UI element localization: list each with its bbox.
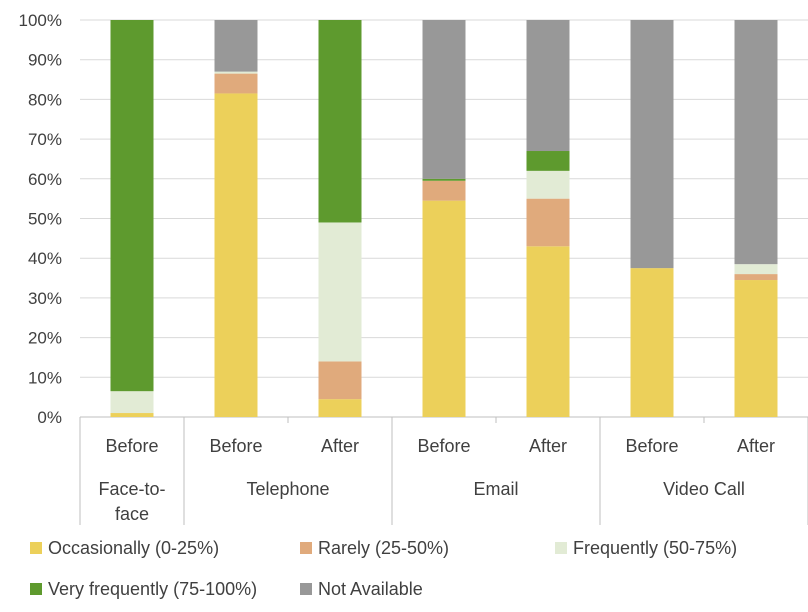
y-tick-label: 30% <box>28 289 62 308</box>
bar-segment <box>734 20 778 265</box>
bar-segment <box>734 280 778 417</box>
bar-segment <box>630 20 674 269</box>
y-tick-label: 40% <box>28 249 62 268</box>
y-tick-label: 100% <box>19 11 62 30</box>
legend-swatch <box>300 583 312 595</box>
bar-segment <box>526 151 570 171</box>
bar-segment <box>734 274 778 281</box>
x-group-label: Email <box>473 479 518 499</box>
y-tick-label: 70% <box>28 130 62 149</box>
legend-swatch <box>30 583 42 595</box>
bar-segment <box>214 93 258 417</box>
bar-segment <box>318 222 362 362</box>
bar-segment <box>526 198 570 247</box>
bar-segment <box>526 170 570 199</box>
bar-segment <box>110 391 154 414</box>
bar-segment <box>630 268 674 417</box>
y-tick-label: 90% <box>28 51 62 70</box>
legend-swatch <box>555 542 567 554</box>
x-group-label: face <box>115 504 149 524</box>
legend-label: Occasionally (0-25%) <box>48 538 219 558</box>
x-group-label: Video Call <box>663 479 745 499</box>
y-tick-label: 60% <box>28 170 62 189</box>
bar-segment <box>734 264 778 275</box>
legend-label: Not Available <box>318 579 423 599</box>
x-group-label: Face-to- <box>98 479 165 499</box>
bar-segment <box>422 178 466 181</box>
legend-swatch <box>300 542 312 554</box>
legend-label: Very frequently (75-100%) <box>48 579 257 599</box>
x-group-label: Telephone <box>246 479 329 499</box>
y-tick-label: 0% <box>37 408 62 427</box>
x-tick-label: Before <box>417 436 470 456</box>
y-tick-label: 80% <box>28 90 62 109</box>
y-tick-label: 10% <box>28 368 62 387</box>
bar-segment <box>526 20 570 152</box>
x-tick-label: After <box>737 436 775 456</box>
bar-segment <box>422 20 466 179</box>
legend-swatch <box>30 542 42 554</box>
bar-segment <box>110 20 154 392</box>
bar-segment <box>318 361 362 400</box>
bar-segment <box>422 180 466 201</box>
legend-label: Rarely (25-50%) <box>318 538 449 558</box>
bar-segment <box>214 20 258 72</box>
x-tick-label: Before <box>209 436 262 456</box>
bar-segment <box>318 20 362 223</box>
x-tick-label: Before <box>105 436 158 456</box>
x-tick-label: Before <box>625 436 678 456</box>
legend-label: Frequently (50-75%) <box>573 538 737 558</box>
bar-segment <box>526 246 570 417</box>
x-tick-label: After <box>529 436 567 456</box>
bar-segment <box>214 71 258 74</box>
x-tick-label: After <box>321 436 359 456</box>
y-tick-label: 50% <box>28 210 62 229</box>
bar-segment <box>318 399 362 417</box>
bar-segment <box>214 73 258 94</box>
y-tick-label: 20% <box>28 329 62 348</box>
bar-segment <box>422 200 466 417</box>
bar-segment <box>110 413 154 417</box>
